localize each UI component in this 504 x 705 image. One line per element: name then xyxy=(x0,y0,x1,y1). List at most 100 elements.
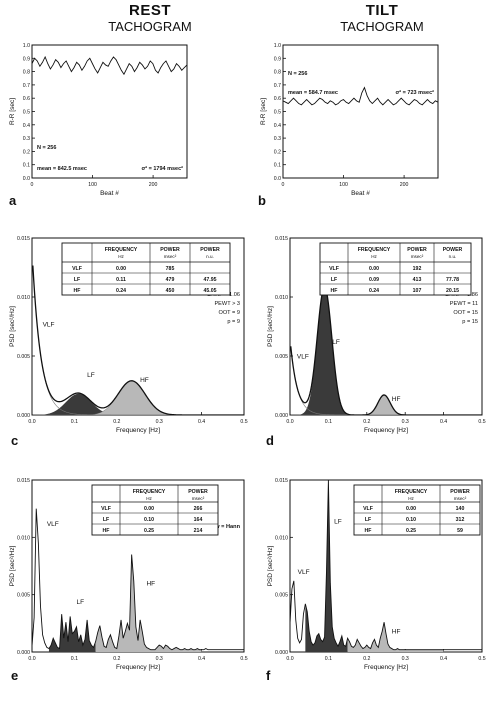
stat-text: PEWT > 3 xyxy=(214,301,240,307)
table-cell: 0.24 xyxy=(369,288,379,294)
lf-band-label: LF xyxy=(77,599,85,606)
table-cell: 312 xyxy=(456,517,465,523)
table-cell: 266 xyxy=(194,506,203,512)
y-tick-label: 0.005 xyxy=(17,354,30,360)
vlf-band-label: VLF xyxy=(43,322,55,329)
table-cell: 59 xyxy=(457,528,463,534)
x-tick-label: 200 xyxy=(400,182,409,188)
rest-header-subtitle: TACHOGRAM xyxy=(108,19,192,34)
x-tick-label: 0.1 xyxy=(71,419,78,425)
table-cell: LF xyxy=(331,277,337,283)
vlf-band-label: VLF xyxy=(297,353,309,360)
table-cell: 785 xyxy=(166,266,175,272)
vlf-component-line xyxy=(32,265,244,415)
x-tick-label: 0.2 xyxy=(113,656,120,662)
y-axis-label: R-R [sec] xyxy=(260,98,267,125)
hf-band-label: HF xyxy=(146,580,155,587)
y-tick-label: 0.015 xyxy=(275,478,288,484)
lf-component-area xyxy=(32,393,244,415)
table-cell: 0.10 xyxy=(144,517,154,523)
y-tick-label: 0.0 xyxy=(23,176,30,182)
table-cell: 164 xyxy=(194,517,203,523)
y-tick-label: 0.9 xyxy=(23,56,30,62)
y-tick-label: 0.4 xyxy=(274,123,281,129)
table-header-cell: POWER xyxy=(188,489,208,495)
plot-frame-a xyxy=(31,44,188,179)
rest-header: REST TACHOGRAM xyxy=(50,3,250,35)
table-frame xyxy=(91,484,219,536)
lf-band-label: LF xyxy=(332,339,340,346)
table-cell: 413 xyxy=(413,277,422,283)
x-tick-label: 0.1 xyxy=(325,656,332,662)
y-tick-label: 0.010 xyxy=(17,535,30,541)
x-tick-label: 0.5 xyxy=(478,656,485,662)
x-tick-label: 0.4 xyxy=(198,656,205,662)
vlf-component-line xyxy=(290,346,482,415)
table-header-unit: Hz xyxy=(371,254,377,259)
table-header-cell: POWER xyxy=(407,247,427,253)
y-tick-label: 0.9 xyxy=(274,56,281,62)
x-tick-label: 200 xyxy=(149,182,158,188)
y-tick-label: 0.5 xyxy=(274,110,281,116)
panel-c: 0.000 0.005 0.010 0.015 0.0 0.1 0.2 0.3 0.4 0.5 Fr… xyxy=(9,236,248,448)
table-cell: VLF xyxy=(329,266,339,272)
rest-header-title: REST xyxy=(128,2,171,19)
x-tick-label: 0.5 xyxy=(478,419,485,425)
stat-text: OOT = 9 xyxy=(218,310,240,316)
y-tick-label: 0.000 xyxy=(17,413,30,419)
vlf-band-label: VLF xyxy=(47,521,59,528)
y-tick-label: 0.7 xyxy=(23,83,30,89)
y-tick-label: 0.000 xyxy=(17,650,30,656)
panel-label: f xyxy=(266,668,271,683)
table-cell: 0.00 xyxy=(144,506,154,512)
y-tick-label: 0.4 xyxy=(23,123,30,129)
x-tick-label: 0.5 xyxy=(240,419,247,425)
y-tick-label: 0.015 xyxy=(17,478,30,484)
x-tick-label: 0.4 xyxy=(440,656,447,662)
x-tick-label: 0.4 xyxy=(198,419,205,425)
vlf-band-label: VLF xyxy=(298,569,310,576)
table-header-unit: msec² xyxy=(454,496,467,501)
x-tick-label: 0.0 xyxy=(28,419,35,425)
x-tick-label: 0.0 xyxy=(286,656,293,662)
y-tick-label: 0.015 xyxy=(17,236,30,242)
y-tick-label: 0.010 xyxy=(275,295,288,301)
table-header-cell: POWER xyxy=(160,247,180,253)
table-cell: VLF xyxy=(101,506,111,512)
panel-d: 0.000 0.005 0.010 0.015 0.0 0.1 0.2 0.3 0.4 0.5 Fr… xyxy=(266,236,486,448)
x-axis-label: Beat # xyxy=(100,190,119,197)
table-cell: 0.25 xyxy=(144,528,154,534)
stat-text: PEWT = 11 xyxy=(450,301,478,307)
table-cell: VLF xyxy=(72,266,82,272)
y-tick-label: 0.005 xyxy=(275,593,288,599)
x-tick-label: 0.1 xyxy=(71,656,78,662)
y-tick-label: 0.2 xyxy=(274,149,281,155)
y-tick-label: 0.000 xyxy=(275,650,288,656)
x-tick-label: 0.3 xyxy=(402,656,409,662)
x-tick-label: 0.0 xyxy=(286,419,293,425)
x-axis-label: Frequency [Hz] xyxy=(116,664,160,671)
y-tick-label: 0.6 xyxy=(23,96,30,102)
y-tick-label: 1.0 xyxy=(23,43,30,49)
hf-band-label: HF xyxy=(392,629,401,636)
x-tick-label: 100 xyxy=(339,182,348,188)
y-tick-label: 0.1 xyxy=(274,163,281,169)
table-cell: LF xyxy=(365,517,371,523)
table-cell: 0.24 xyxy=(116,288,126,294)
table-cell: 107 xyxy=(413,288,422,294)
stat-text: p = 15 xyxy=(462,319,478,325)
x-tick-label: 0.3 xyxy=(156,419,163,425)
y-tick-label: 0.000 xyxy=(275,413,288,419)
rr-series-line xyxy=(31,55,188,76)
y-axis-label: PSD [sec²/Hz] xyxy=(9,306,16,347)
annotation-variance: σ² = 1794 msec² xyxy=(141,165,183,172)
periodogram-line xyxy=(290,480,482,651)
table-frame xyxy=(319,242,472,296)
annotation-n: N = 256 xyxy=(288,71,307,77)
table-header-unit: n.u. xyxy=(206,254,214,259)
x-tick-label: 0.1 xyxy=(325,419,332,425)
table-cell: 0.10 xyxy=(406,517,416,523)
plot-area xyxy=(32,508,244,652)
